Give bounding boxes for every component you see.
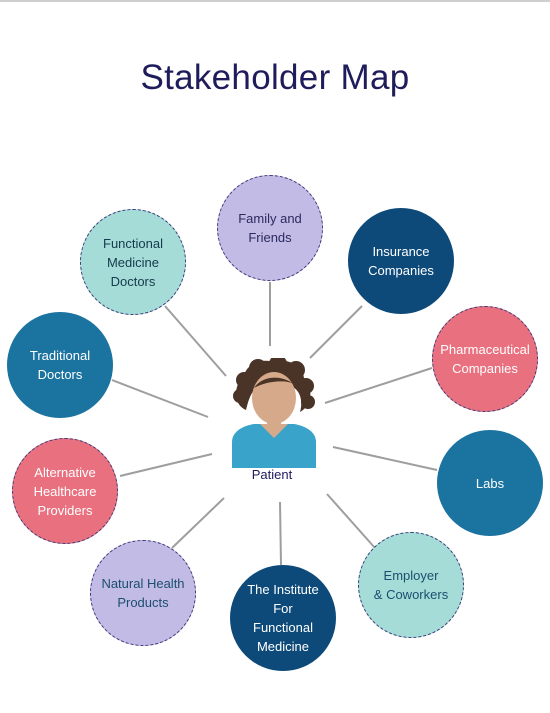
connector-institute	[279, 501, 282, 566]
node-family-and-friends: Family and Friends	[217, 175, 323, 281]
top-divider	[0, 0, 550, 2]
patient-label: Patient	[251, 467, 293, 482]
node-natural-health-products: Natural Health Products	[90, 540, 196, 646]
node-traditional-doctors: Traditional Doctors	[7, 312, 113, 418]
node-insurance-companies: Insurance Companies	[348, 208, 454, 314]
connector-labs	[332, 446, 438, 471]
page-title: Stakeholder Map	[140, 58, 410, 97]
connector-alternative	[119, 453, 213, 477]
node-pharmaceutical-companies: Pharmaceutical Companies	[432, 306, 538, 412]
connector-insurance	[309, 305, 363, 359]
node-labs: Labs	[437, 430, 543, 536]
node-employer-coworkers: Employer & Coworkers	[358, 532, 464, 638]
connector-pharma	[324, 367, 433, 404]
patient-avatar-icon	[232, 358, 316, 468]
node-alternative-healthcare-providers: Alternative Healthcare Providers	[12, 438, 118, 544]
connector-traditional	[111, 379, 209, 418]
node-institute-functional-medicine: The Institute For Functional Medicine	[230, 565, 336, 671]
connector-employer	[326, 493, 376, 549]
connector-natural	[171, 497, 225, 549]
node-functional-medicine-doctors: Functional Medicine Doctors	[80, 209, 186, 315]
connector-functional	[164, 305, 227, 377]
